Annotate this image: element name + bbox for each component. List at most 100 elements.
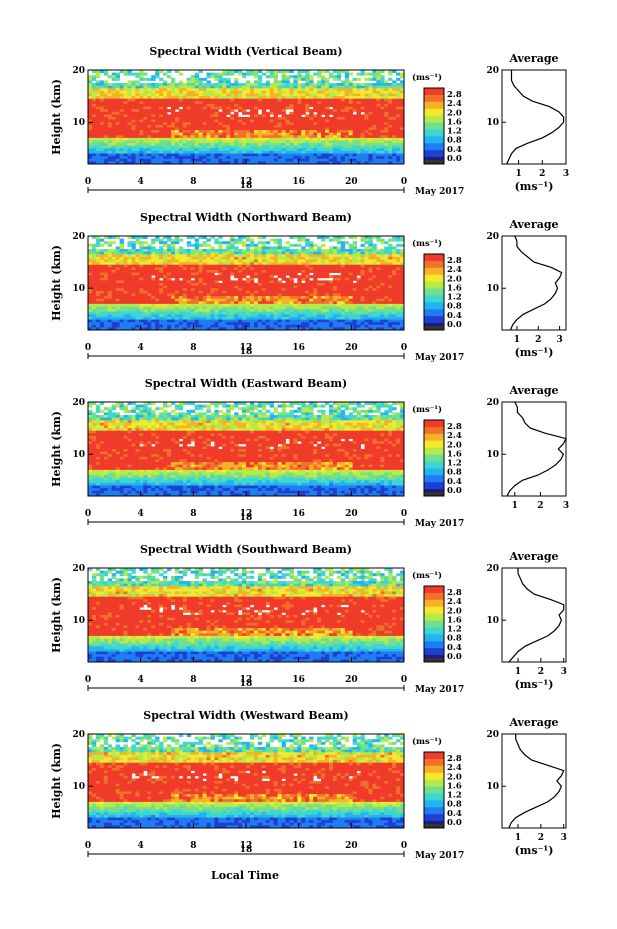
heatmap-cell: [388, 285, 393, 289]
heatmap-cell: [273, 264, 278, 268]
heatmap-cell: [388, 72, 393, 76]
heatmap-cell: [384, 161, 389, 165]
heatmap-cell: [95, 122, 101, 126]
heatmap-cell: [301, 137, 306, 141]
heatmap-cell: [344, 303, 350, 307]
heatmap-cell: [99, 90, 105, 94]
heatmap-cell: [202, 243, 207, 247]
heatmap-cell: [277, 103, 282, 107]
heatmap-cell: [111, 158, 117, 162]
heatmap-cell: [273, 241, 278, 245]
profile-x-tick-label: 1: [515, 169, 521, 179]
heatmap-cell: [281, 85, 286, 89]
heatmap-cell: [301, 269, 306, 273]
heatmap-cell: [344, 130, 350, 134]
heatmap-cell: [139, 130, 144, 134]
heatmap-cell: [147, 288, 152, 292]
heatmap-cell: [380, 249, 385, 253]
heatmap-cell: [206, 114, 211, 118]
heatmap-cell: [356, 311, 361, 315]
heatmap-cell: [186, 117, 192, 121]
heatmap-cell: [384, 301, 389, 305]
heatmap-cell: [249, 130, 255, 134]
heatmap-cell: [123, 158, 128, 162]
heatmap-cell: [159, 135, 164, 139]
heatmap-cell: [182, 301, 188, 305]
heatmap-cell: [253, 262, 259, 266]
heatmap-cell: [297, 285, 302, 289]
heatmap-cell: [388, 85, 393, 89]
heatmap-cell: [352, 241, 357, 245]
heatmap-cell: [155, 269, 160, 273]
heatmap-cell: [301, 140, 306, 144]
heatmap-cell: [372, 106, 377, 110]
heatmap-cell: [159, 267, 164, 271]
heatmap-cell: [174, 124, 180, 128]
heatmap-cell: [321, 135, 326, 139]
heatmap-cell: [218, 264, 223, 268]
heatmap-cell: [159, 249, 164, 253]
heatmap-cell: [352, 85, 357, 89]
heatmap-cell: [344, 111, 350, 115]
heatmap-cell: [238, 272, 243, 276]
heatmap-cell: [261, 122, 267, 126]
heatmap-cell: [107, 153, 113, 157]
heatmap-cell: [340, 127, 346, 131]
heatmap-cell: [253, 290, 259, 294]
heatmap-cell: [88, 269, 93, 273]
heatmap-cell: [88, 114, 93, 118]
heatmap-cell: [182, 137, 188, 141]
heatmap-cell: [261, 148, 267, 152]
heatmap-cell: [131, 262, 136, 266]
heatmap-cell: [277, 238, 282, 242]
heatmap-cell: [99, 101, 105, 105]
heatmap-cell: [95, 135, 101, 139]
heatmap-cell: [151, 296, 156, 300]
heatmap-cell: [257, 256, 263, 260]
heatmap-cell: [305, 277, 310, 281]
heatmap-cell: [269, 135, 275, 139]
heatmap-cell: [242, 249, 247, 253]
heatmap-cell: [226, 70, 231, 74]
heatmap-cell: [261, 309, 267, 313]
heatmap-cell: [95, 316, 101, 320]
heatmap-cell: [253, 101, 259, 105]
heatmap-cell: [325, 153, 330, 157]
heatmap-cell: [360, 285, 365, 289]
heatmap-cell: [277, 148, 282, 152]
heatmap-cell: [194, 251, 199, 255]
heatmap-cell: [384, 309, 389, 313]
heatmap-cell: [265, 298, 271, 302]
heatmap-cell: [321, 290, 326, 294]
heatmap-cell: [293, 132, 298, 136]
heatmap-cell: [289, 103, 294, 107]
heatmap-cell: [336, 259, 342, 263]
heatmap-cell: [400, 148, 405, 152]
heatmap-cell: [368, 262, 373, 266]
heatmap-cell: [249, 88, 255, 92]
heatmap-cell: [340, 241, 346, 245]
heatmap-cell: [214, 311, 219, 315]
heatmap-cell: [198, 290, 203, 294]
heatmap-cell: [95, 143, 101, 147]
heatmap-cell: [202, 158, 207, 162]
heatmap-cell: [107, 264, 113, 268]
heatmap-cell: [167, 259, 172, 263]
heatmap-cell: [265, 127, 271, 131]
heatmap-cell: [218, 96, 223, 100]
heatmap-cell: [159, 314, 164, 318]
heatmap-cell: [119, 130, 124, 134]
heatmap-cell: [246, 272, 251, 276]
heatmap-cell: [143, 150, 148, 154]
heatmap-cell: [151, 124, 156, 128]
heatmap-cell: [388, 122, 393, 126]
heatmap-cell: [99, 93, 105, 97]
heatmap-cell: [95, 90, 101, 94]
heatmap-cell: [95, 85, 101, 89]
heatmap-cell: [174, 277, 180, 281]
heatmap-cell: [103, 111, 109, 115]
heatmap-cell: [115, 137, 120, 141]
heatmap-cell: [186, 114, 192, 118]
heatmap-cell: [273, 77, 278, 81]
heatmap-cell: [167, 277, 172, 281]
